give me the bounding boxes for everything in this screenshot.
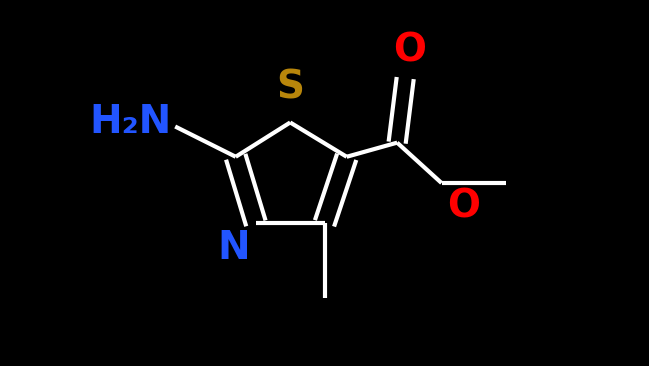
Text: O: O [448, 187, 481, 225]
Text: H₂N: H₂N [89, 104, 171, 142]
Text: S: S [276, 68, 304, 106]
Text: O: O [393, 32, 426, 70]
Text: N: N [217, 229, 250, 268]
